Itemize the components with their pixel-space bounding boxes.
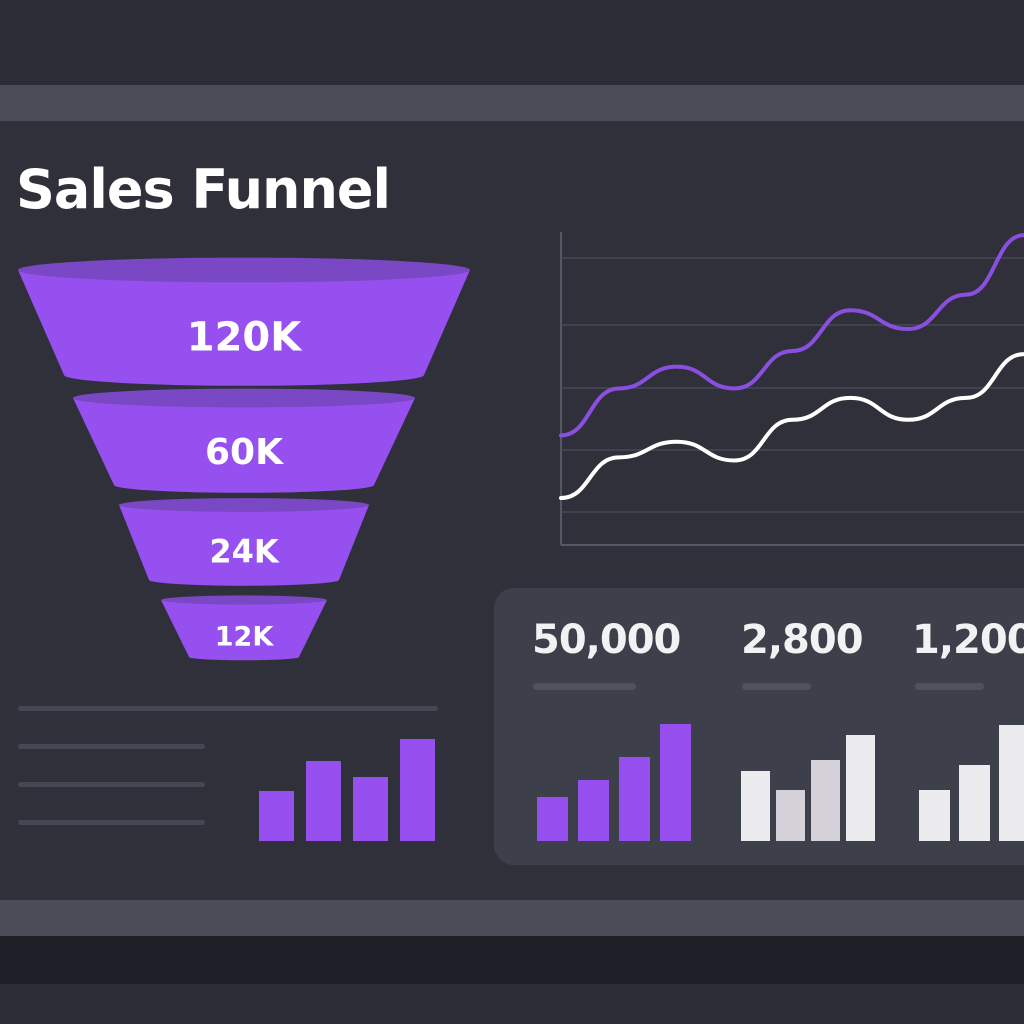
funnel-stage-top: [18, 257, 470, 283]
bar: [741, 771, 770, 841]
funnel-stage: [119, 505, 369, 586]
funnel-stage-label: 120K: [187, 314, 303, 360]
funnel-stage-label: 24K: [209, 533, 280, 571]
stat-caption-placeholder: [915, 683, 984, 690]
bar: [846, 735, 875, 841]
bar: [578, 780, 609, 841]
funnel-stage-label: 60K: [205, 432, 284, 473]
bar: [259, 791, 294, 841]
line-series-0: [559, 233, 1024, 438]
bar: [811, 760, 840, 841]
funnel-stage: [18, 270, 470, 386]
funnel-chart: 120K 60K 24K 12K: [18, 257, 470, 661]
stat-value: 1,200: [912, 617, 1024, 663]
bar: [306, 761, 341, 841]
stat-caption-placeholder: [533, 683, 636, 690]
funnel-stage: [73, 398, 415, 493]
stat-value: 50,000: [532, 617, 681, 663]
line-series-1: [559, 352, 1024, 501]
stat-value: 2,800: [741, 617, 864, 663]
footer-bar: [0, 936, 1024, 984]
bar: [537, 797, 568, 841]
funnel-stage-top: [73, 388, 415, 408]
bar: [353, 777, 388, 841]
funnel-stage-label: 12K: [215, 622, 275, 653]
bar: [959, 765, 990, 841]
bar: [400, 739, 435, 841]
funnel-stage: [161, 600, 327, 661]
placeholder-line: [18, 706, 438, 711]
bar: [999, 725, 1024, 841]
bar: [776, 790, 805, 841]
top-toolbar: [0, 85, 1024, 121]
funnel-stage-top: [119, 498, 369, 512]
stat-caption-placeholder: [742, 683, 811, 690]
bottom-toolbar: [0, 900, 1024, 936]
placeholder-line: [18, 782, 205, 787]
placeholder-line: [18, 820, 205, 825]
placeholder-line: [18, 744, 205, 749]
funnel-stage-top: [161, 595, 327, 605]
bar: [919, 790, 950, 841]
bar: [660, 724, 691, 841]
page-title: Sales Funnel: [16, 158, 391, 221]
bar: [619, 757, 650, 841]
